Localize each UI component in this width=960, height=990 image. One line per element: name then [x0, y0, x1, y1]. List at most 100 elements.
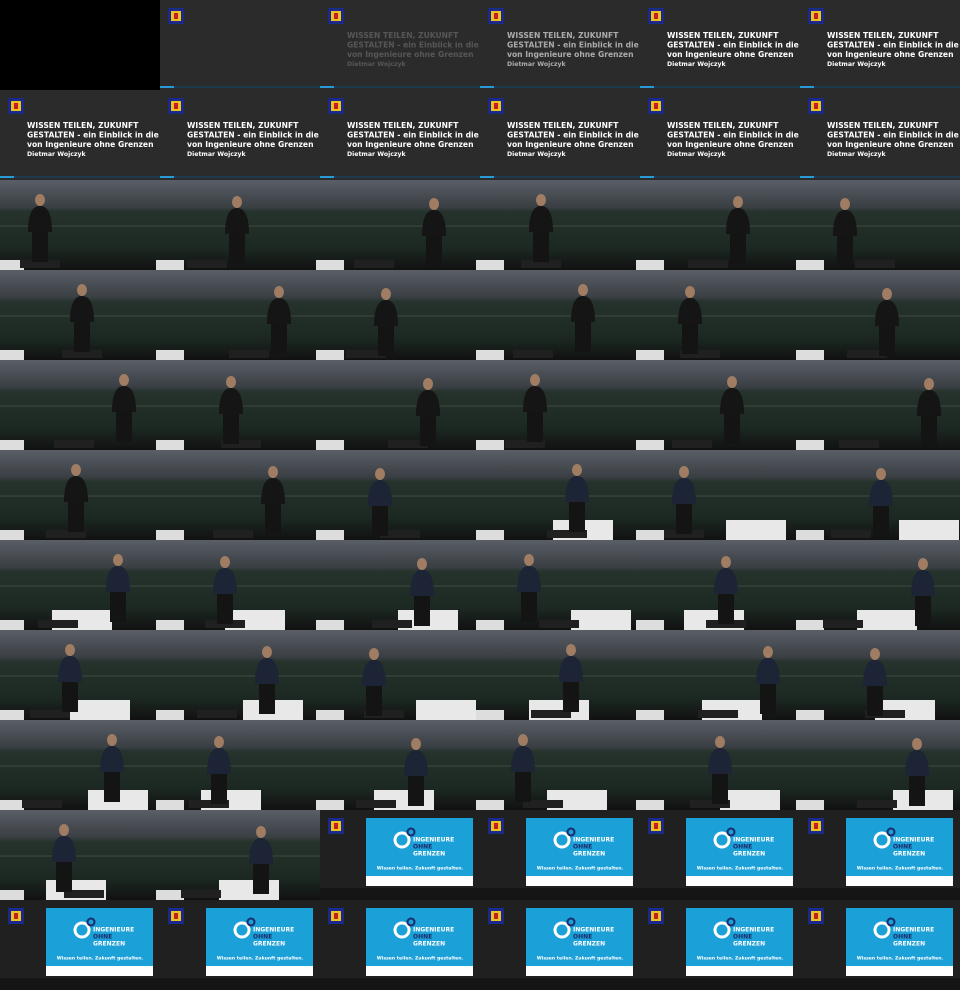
black-frame	[0, 0, 160, 90]
ccc-logo-core	[814, 13, 818, 19]
logo-text: OHNE	[893, 844, 912, 851]
desk-left	[0, 710, 24, 720]
speaker-legs	[867, 686, 883, 716]
talk-title: GESTALTEN - ein Einblick in die Arbeit	[827, 41, 960, 50]
lectern	[64, 890, 104, 898]
lectern	[388, 440, 428, 448]
speaker-body	[70, 296, 94, 322]
stage-bg	[0, 360, 160, 450]
gear-icon	[393, 831, 411, 849]
progress-bar	[160, 176, 174, 178]
lectern	[213, 530, 253, 538]
ccc-logo-core	[334, 13, 338, 19]
logo-text: INGENIEURE	[573, 927, 614, 934]
lectern	[372, 620, 412, 628]
desk-left	[796, 260, 824, 270]
table	[726, 520, 786, 540]
speaker-legs	[527, 412, 543, 442]
speaker-head	[876, 468, 886, 480]
speaker-body	[911, 570, 935, 596]
gear-icon-small	[406, 827, 416, 837]
desk-left	[156, 710, 184, 720]
speaker: Dietmar Wojczyk	[27, 151, 87, 158]
logo-text: INGENIEURE	[893, 927, 934, 934]
talk-title: von Ingenieure ohne Grenzen	[347, 50, 473, 59]
talk-title: von Ingenieure ohne Grenzen	[667, 50, 793, 59]
bottom-line	[0, 176, 160, 178]
tagline: Wissen teilen. Zukunft gestalten.	[697, 956, 784, 962]
desk-left	[156, 350, 184, 360]
stage-floor	[640, 888, 800, 900]
logo-text: INGENIEURE	[733, 837, 774, 844]
lectern	[823, 620, 863, 628]
tagline: Wissen teilen. Zukunft gestalten.	[697, 866, 784, 872]
talk-title: von Ingenieure ohne Grenzen	[667, 140, 793, 149]
talk-title: von Ingenieure ohne Grenzen	[27, 140, 153, 149]
stage-bg	[800, 180, 960, 270]
stage-floor	[800, 978, 960, 990]
speaker-legs	[378, 326, 394, 356]
lectern	[698, 710, 738, 718]
speaker-legs	[259, 684, 275, 714]
table	[720, 790, 780, 810]
projection-band	[526, 876, 633, 886]
desk-left	[0, 260, 24, 270]
video-frame	[156, 630, 320, 720]
speaker-head	[912, 738, 922, 750]
speaker-legs	[879, 326, 895, 356]
stage-bg	[640, 360, 800, 450]
speaker-head	[35, 194, 45, 206]
desk-left	[476, 350, 504, 360]
logo-text: OHNE	[413, 934, 432, 941]
lectern	[181, 890, 221, 898]
lectern	[688, 260, 728, 268]
desk-left	[636, 800, 664, 810]
speaker-body	[511, 746, 535, 772]
speaker-body	[422, 210, 446, 236]
video-frame	[160, 0, 320, 90]
projection-band	[526, 966, 633, 976]
logo-text: GRENZEN	[413, 941, 445, 948]
video-frame	[0, 360, 160, 450]
speaker-body	[249, 838, 273, 864]
desk-left	[0, 620, 24, 630]
stage-floor	[800, 888, 960, 900]
bottom-line	[160, 86, 320, 88]
video-frame	[0, 720, 160, 810]
speaker-body	[100, 746, 124, 772]
speaker-head	[65, 644, 75, 656]
speaker-body	[416, 390, 440, 416]
lectern	[221, 440, 261, 448]
speaker-body	[672, 478, 696, 504]
video-frame	[796, 630, 960, 720]
desk-left	[796, 440, 824, 450]
speaker-head	[77, 284, 87, 296]
talk-title: WISSEN TEILEN, ZUKUNFT	[667, 31, 779, 40]
video-frame	[156, 720, 320, 810]
gear-icon	[873, 921, 891, 939]
stage-bg	[320, 270, 480, 360]
table	[219, 880, 279, 900]
bottom-line	[320, 86, 480, 88]
bottom-line	[320, 176, 480, 178]
lectern	[847, 350, 887, 358]
progress-bar	[320, 176, 334, 178]
speaker-head	[679, 466, 689, 478]
video-frame	[636, 450, 800, 540]
video-frame	[796, 540, 960, 630]
stage-floor	[320, 888, 480, 900]
speaker-body	[917, 390, 941, 416]
stage-bg	[160, 270, 320, 360]
lectern	[54, 440, 94, 448]
projection	[686, 818, 793, 886]
desk-left	[156, 530, 184, 540]
stage-bg	[480, 360, 640, 450]
logo-text: GRENZEN	[253, 941, 285, 948]
speaker-head	[733, 196, 743, 208]
speaker-body	[404, 750, 428, 776]
